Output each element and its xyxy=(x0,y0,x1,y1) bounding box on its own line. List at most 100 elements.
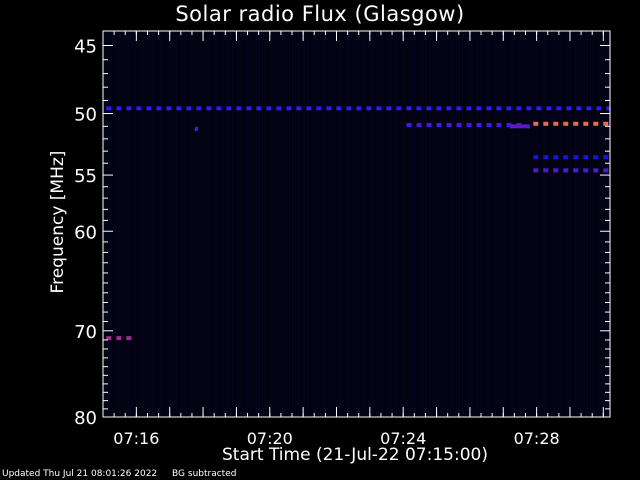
x-axis-label: Start Time (21-Jul-22 07:15:00) xyxy=(222,445,488,465)
emission-segment xyxy=(216,106,222,111)
emission-segment xyxy=(226,106,232,111)
y-tick-label: 45 xyxy=(74,37,97,58)
emission-segment xyxy=(526,106,532,111)
emission-segment xyxy=(436,106,442,111)
emission-segment xyxy=(573,155,579,160)
emission-segment xyxy=(406,106,412,111)
emission-segment xyxy=(466,106,472,111)
emission-segment xyxy=(186,106,192,111)
emission-segment xyxy=(196,106,202,111)
emission-segment xyxy=(583,121,589,126)
emission-segment xyxy=(326,106,332,111)
emission-segment xyxy=(194,126,199,131)
emission-segment xyxy=(533,168,539,173)
emission-segment xyxy=(596,106,602,111)
emission-segment xyxy=(563,155,569,160)
emission-segment xyxy=(556,106,562,111)
emission-segment xyxy=(156,106,162,111)
emission-segment xyxy=(553,121,559,126)
emission-segment xyxy=(276,106,282,111)
emission-segment xyxy=(236,106,242,111)
emission-segment xyxy=(606,106,610,111)
emission-segment xyxy=(486,123,492,128)
emission-segment xyxy=(126,336,132,341)
emission-segment xyxy=(543,168,549,173)
emission-segment xyxy=(106,106,112,111)
emission-segment xyxy=(126,106,132,111)
emission-segment xyxy=(256,106,262,111)
emission-segment xyxy=(316,106,322,111)
chart-title: Solar radio Flux (Glasgow) xyxy=(175,2,465,26)
emission-segment xyxy=(496,106,502,111)
emission-segment xyxy=(593,155,599,160)
emission-segment xyxy=(563,121,569,126)
emission-segment xyxy=(603,155,609,160)
emission-segment xyxy=(146,106,152,111)
y-tick-label: 50 xyxy=(74,105,97,126)
emission-segment xyxy=(476,106,482,111)
emission-segment xyxy=(346,106,352,111)
emission-segment xyxy=(496,123,502,128)
footer-updated: Updated Thu Jul 21 08:01:26 2022 xyxy=(2,469,158,479)
emission-segment xyxy=(506,106,512,111)
emission-segment xyxy=(536,106,542,111)
emission-segment xyxy=(586,106,592,111)
emission-segment xyxy=(563,168,569,173)
emission-segment xyxy=(246,106,252,111)
plot-area xyxy=(103,31,610,417)
emission-segment xyxy=(553,155,559,160)
emission-segment xyxy=(486,106,492,111)
emission-segment xyxy=(533,155,539,160)
emission-segment xyxy=(546,106,552,111)
emission-segment xyxy=(286,106,292,111)
emission-segment xyxy=(543,155,549,160)
emission-segment xyxy=(553,168,559,173)
emission-segment xyxy=(436,123,442,128)
emission-segment xyxy=(396,106,402,111)
emission-segment xyxy=(603,121,609,126)
emission-segment xyxy=(426,106,432,111)
emission-segment xyxy=(106,336,112,341)
emission-segment xyxy=(573,168,579,173)
emission-segment xyxy=(516,106,522,111)
x-tick-label: 07:28 xyxy=(514,429,560,448)
emission-segment xyxy=(166,106,172,111)
emission-segment xyxy=(206,106,212,111)
emission-segment xyxy=(446,123,452,128)
y-tick-label: 70 xyxy=(74,322,97,343)
emission-segment xyxy=(603,168,609,173)
emission-segment xyxy=(266,106,272,111)
emission-segment xyxy=(366,106,372,111)
emission-segment xyxy=(456,106,462,111)
emission-segment xyxy=(136,106,142,111)
emission-segment xyxy=(593,168,599,173)
emission-segment xyxy=(466,123,472,128)
emission-segment xyxy=(543,121,549,126)
emission-segment xyxy=(509,124,530,129)
x-tick-label: 07:20 xyxy=(247,429,293,448)
y-tick-label: 80 xyxy=(74,408,97,429)
footer-mode: BG subtracted xyxy=(172,469,237,479)
emission-segment xyxy=(296,106,302,111)
emission-segment xyxy=(573,121,579,126)
emission-segment xyxy=(506,123,512,128)
plot-frame xyxy=(102,30,611,418)
emission-segment xyxy=(416,106,422,111)
footer-status: Updated Thu Jul 21 08:01:26 2022 BG subt… xyxy=(2,469,236,479)
emission-segment xyxy=(566,106,572,111)
y-tick-label: 60 xyxy=(74,222,97,243)
emission-segment xyxy=(376,106,382,111)
emission-segment xyxy=(593,121,599,126)
emission-segment xyxy=(356,106,362,111)
emission-segment xyxy=(176,106,182,111)
emission-segment xyxy=(386,106,392,111)
emission-segment xyxy=(446,106,452,111)
emission-segment xyxy=(416,123,422,128)
emission-segment xyxy=(583,155,589,160)
emission-segment xyxy=(116,106,122,111)
x-tick-label: 07:24 xyxy=(380,429,426,448)
emission-segment xyxy=(583,168,589,173)
y-axis-label: Frequency [MHz] xyxy=(48,150,68,294)
emission-segment xyxy=(306,106,312,111)
